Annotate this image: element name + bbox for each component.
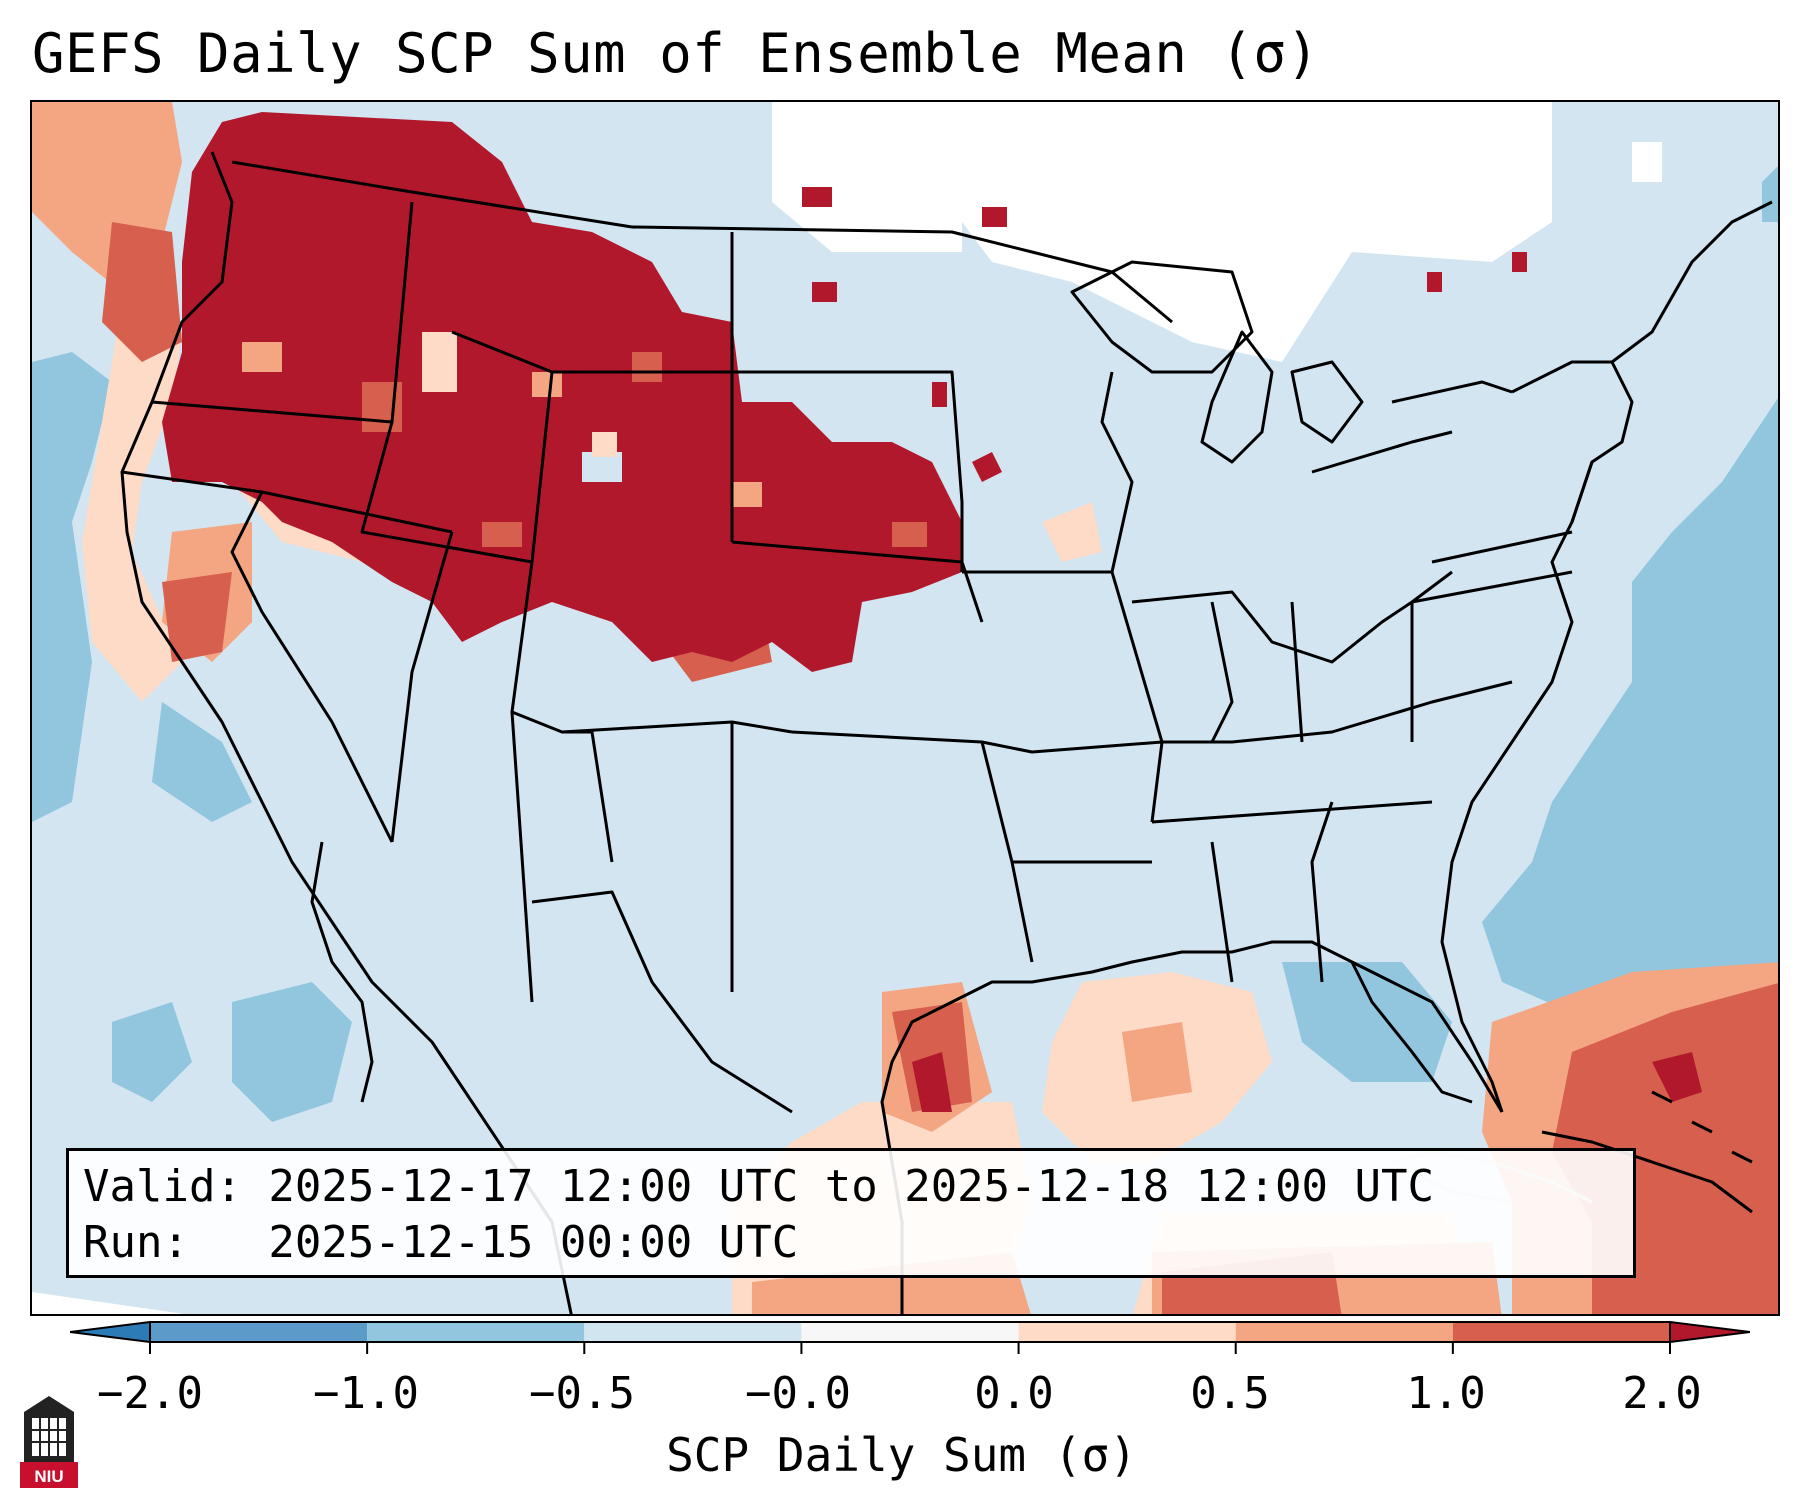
tick-label: −0.0 bbox=[745, 1368, 851, 1419]
tick-label: 1.0 bbox=[1406, 1368, 1486, 1419]
colorbar-label: SCP Daily Sum (σ) bbox=[666, 1428, 1137, 1482]
colorbar-bin bbox=[801, 1322, 1019, 1342]
valid-run-info-box: Valid: 2025-12-17 12:00 UTC to 2025-12-1… bbox=[66, 1148, 1636, 1278]
neutral-region bbox=[32, 102, 1662, 1314]
colorbar-high-extension bbox=[1669, 1320, 1750, 1344]
colorbar-bin bbox=[584, 1322, 802, 1342]
boundaries bbox=[120, 151, 1773, 1314]
tick-label: 0.0 bbox=[974, 1368, 1054, 1419]
colorbar-bin bbox=[150, 1322, 368, 1342]
logo-grid-icon bbox=[32, 1418, 66, 1456]
tick-label: −0.5 bbox=[529, 1368, 635, 1419]
colorbar bbox=[70, 1320, 1750, 1354]
tick-label: −1.0 bbox=[313, 1368, 419, 1419]
colorbar-bin bbox=[1018, 1322, 1236, 1342]
valid-time-text: Valid: 2025-12-17 12:00 UTC to 2025-12-1… bbox=[83, 1161, 1435, 1212]
colorbar-ticks bbox=[149, 1342, 1671, 1354]
niu-logo: NIU bbox=[20, 1396, 78, 1488]
run-time-text: Run: 2025-12-15 00:00 UTC bbox=[83, 1217, 799, 1268]
tick-label: 2.0 bbox=[1622, 1368, 1702, 1419]
map-svg bbox=[32, 102, 1778, 1314]
tick-label: 0.5 bbox=[1190, 1368, 1270, 1419]
colorbar-bins bbox=[149, 1321, 1671, 1343]
negative-anomaly-regions bbox=[32, 166, 1778, 1122]
logo-band bbox=[20, 1462, 78, 1488]
map-panel bbox=[30, 100, 1780, 1316]
anomaly-texture bbox=[242, 332, 927, 547]
chart-title: GEFS Daily SCP Sum of Ensemble Mean (σ) bbox=[32, 22, 1320, 85]
logo-text: NIU bbox=[34, 1467, 63, 1486]
colorbar-bin bbox=[1452, 1322, 1670, 1342]
colorbar-bin bbox=[367, 1322, 585, 1342]
colorbar-low-extension bbox=[70, 1320, 151, 1344]
tick-label: −2.0 bbox=[97, 1368, 203, 1419]
colorbar-bin bbox=[1235, 1322, 1453, 1342]
